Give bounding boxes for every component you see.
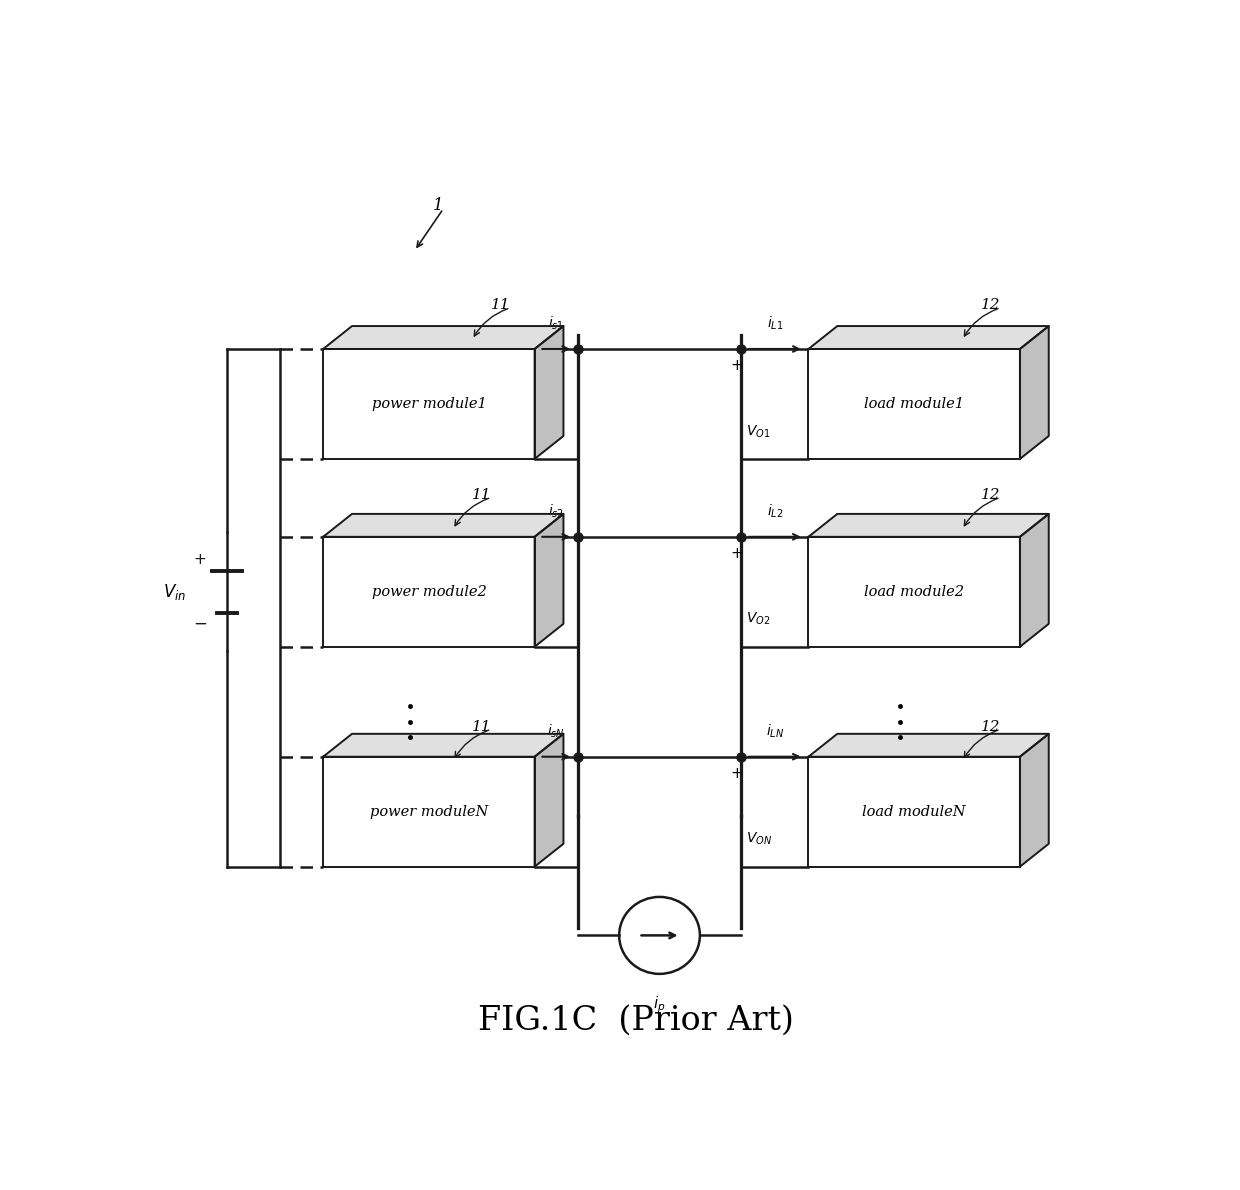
Text: $V_{O1}$: $V_{O1}$ bbox=[746, 424, 770, 439]
Bar bbox=[808, 537, 1019, 647]
Text: power moduleN: power moduleN bbox=[370, 804, 489, 819]
Text: load moduleN: load moduleN bbox=[863, 804, 966, 819]
Text: $i_{s2}$: $i_{s2}$ bbox=[548, 503, 564, 520]
Text: $V_{ON}$: $V_{ON}$ bbox=[746, 831, 773, 847]
Polygon shape bbox=[1019, 326, 1049, 459]
Polygon shape bbox=[534, 514, 563, 647]
Text: $i_{s1}$: $i_{s1}$ bbox=[548, 315, 564, 332]
Text: +: + bbox=[730, 358, 743, 372]
Text: FIG.1C  (Prior Art): FIG.1C (Prior Art) bbox=[477, 1004, 794, 1036]
Text: 11: 11 bbox=[472, 488, 491, 502]
Text: power module2: power module2 bbox=[372, 584, 486, 599]
Text: 12: 12 bbox=[981, 720, 1001, 734]
Text: +: + bbox=[730, 765, 743, 781]
Text: 11: 11 bbox=[472, 720, 491, 734]
Polygon shape bbox=[1019, 514, 1049, 647]
Bar bbox=[808, 349, 1019, 459]
Bar bbox=[324, 349, 534, 459]
Bar bbox=[324, 537, 534, 647]
Polygon shape bbox=[808, 514, 1049, 537]
Text: $i_{sN}$: $i_{sN}$ bbox=[547, 722, 565, 740]
Text: $V_{O2}$: $V_{O2}$ bbox=[746, 612, 770, 627]
Text: power module1: power module1 bbox=[372, 397, 486, 411]
Polygon shape bbox=[534, 326, 563, 459]
Polygon shape bbox=[1019, 734, 1049, 866]
Polygon shape bbox=[808, 734, 1049, 757]
Text: 11: 11 bbox=[491, 299, 511, 312]
Text: $i_p$: $i_p$ bbox=[653, 994, 666, 1015]
Text: $i_{L2}$: $i_{L2}$ bbox=[766, 503, 784, 520]
Text: load module1: load module1 bbox=[864, 397, 965, 411]
Polygon shape bbox=[808, 326, 1049, 349]
Text: 1: 1 bbox=[433, 198, 444, 214]
Bar bbox=[324, 757, 534, 866]
Text: 12: 12 bbox=[981, 488, 1001, 502]
Polygon shape bbox=[324, 326, 563, 349]
Polygon shape bbox=[324, 734, 563, 757]
Text: 12: 12 bbox=[981, 299, 1001, 312]
Text: $i_{LN}$: $i_{LN}$ bbox=[765, 722, 784, 740]
Text: $V_{in}$: $V_{in}$ bbox=[162, 582, 186, 602]
Text: −: − bbox=[193, 615, 207, 633]
Polygon shape bbox=[534, 734, 563, 866]
Text: +: + bbox=[193, 552, 207, 568]
Text: load module2: load module2 bbox=[864, 584, 965, 599]
Bar bbox=[808, 757, 1019, 866]
Polygon shape bbox=[324, 514, 563, 537]
Text: +: + bbox=[730, 546, 743, 560]
Text: $i_{L1}$: $i_{L1}$ bbox=[766, 315, 784, 332]
